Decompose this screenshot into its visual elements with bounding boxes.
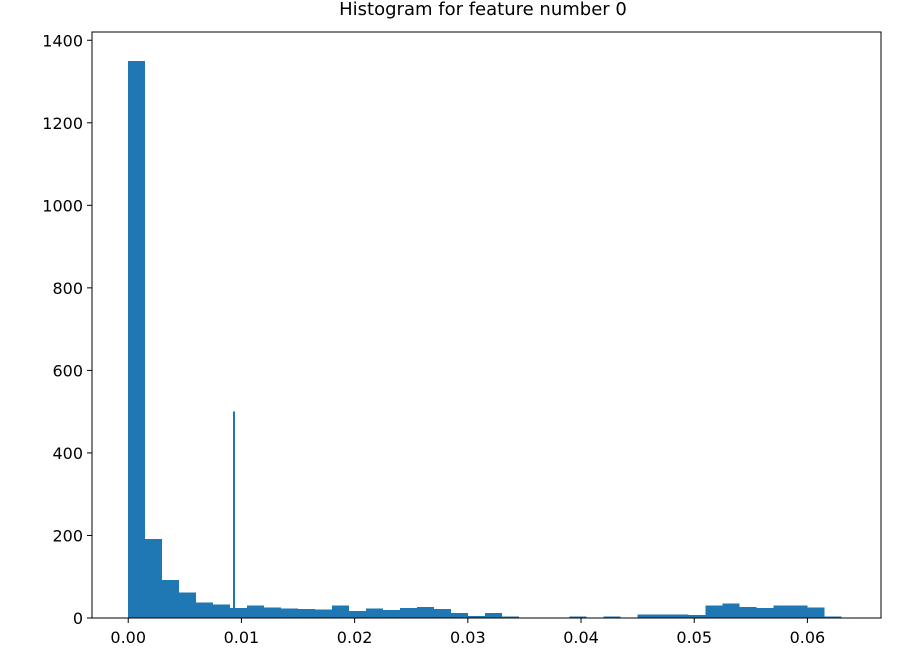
histogram-bar <box>705 605 723 618</box>
histogram-bar <box>569 616 587 618</box>
histogram-bar <box>433 608 451 618</box>
histogram-bar <box>162 580 180 618</box>
histogram-bar <box>450 613 468 618</box>
histogram-bar <box>722 603 740 618</box>
histogram-bar <box>179 592 197 618</box>
histogram-bar <box>348 610 366 618</box>
histogram-bar <box>264 607 282 618</box>
y-tick-label: 0 <box>73 609 83 628</box>
histogram-bar <box>773 605 791 618</box>
histogram-bar <box>399 608 417 618</box>
histogram-bar <box>315 609 332 618</box>
y-tick-label: 600 <box>52 361 83 380</box>
y-tick-label: 800 <box>52 279 83 298</box>
spikes-group <box>233 411 236 618</box>
x-tick-label: 0.02 <box>337 628 373 647</box>
y-tick-label: 200 <box>52 526 83 545</box>
histogram-bar <box>807 607 825 618</box>
histogram-bar <box>637 614 655 618</box>
bars-group <box>128 60 842 618</box>
histogram-bar <box>145 538 163 618</box>
histogram-bar <box>790 605 808 618</box>
histogram-spike <box>233 411 236 618</box>
histogram-bar <box>365 608 383 618</box>
histogram-bar <box>756 608 774 618</box>
chart-title: Histogram for feature number 0 <box>339 0 627 20</box>
plot-frame <box>91 31 882 619</box>
x-axis: 0.00 0.01 0.02 0.03 0.04 0.05 0.06 <box>110 618 825 647</box>
histogram-bar <box>281 608 299 618</box>
histogram-bar <box>688 615 706 618</box>
histogram-bar <box>654 614 672 618</box>
histogram-bar <box>501 616 519 618</box>
histogram-bar <box>247 605 265 618</box>
histogram-bar <box>213 604 231 618</box>
histogram-bar <box>331 605 349 618</box>
y-axis: 0 200 400 600 800 1000 1200 1400 <box>42 31 92 628</box>
histogram-bar <box>298 608 316 618</box>
y-tick-label: 1200 <box>42 114 83 133</box>
y-tick-label: 1400 <box>42 31 83 50</box>
x-tick-label: 0.06 <box>790 628 826 647</box>
x-tick-label: 0.04 <box>563 628 599 647</box>
x-tick-label: 0.00 <box>110 628 146 647</box>
histogram-bar <box>603 616 621 618</box>
histogram-bar <box>128 60 146 618</box>
x-tick-label: 0.03 <box>450 628 486 647</box>
x-tick-label: 0.01 <box>224 628 260 647</box>
histogram-bar <box>416 606 434 618</box>
histogram-bar <box>230 608 248 618</box>
histogram-bar <box>824 616 842 618</box>
histogram-bar <box>671 614 689 618</box>
histogram-bar <box>484 613 502 618</box>
histogram-bar <box>196 602 214 618</box>
x-tick-label: 0.05 <box>676 628 712 647</box>
histogram-bar <box>382 610 400 618</box>
y-tick-label: 1000 <box>42 196 83 215</box>
histogram-bar <box>467 615 485 618</box>
y-tick-label: 400 <box>52 444 83 463</box>
histogram-bar <box>739 606 757 618</box>
